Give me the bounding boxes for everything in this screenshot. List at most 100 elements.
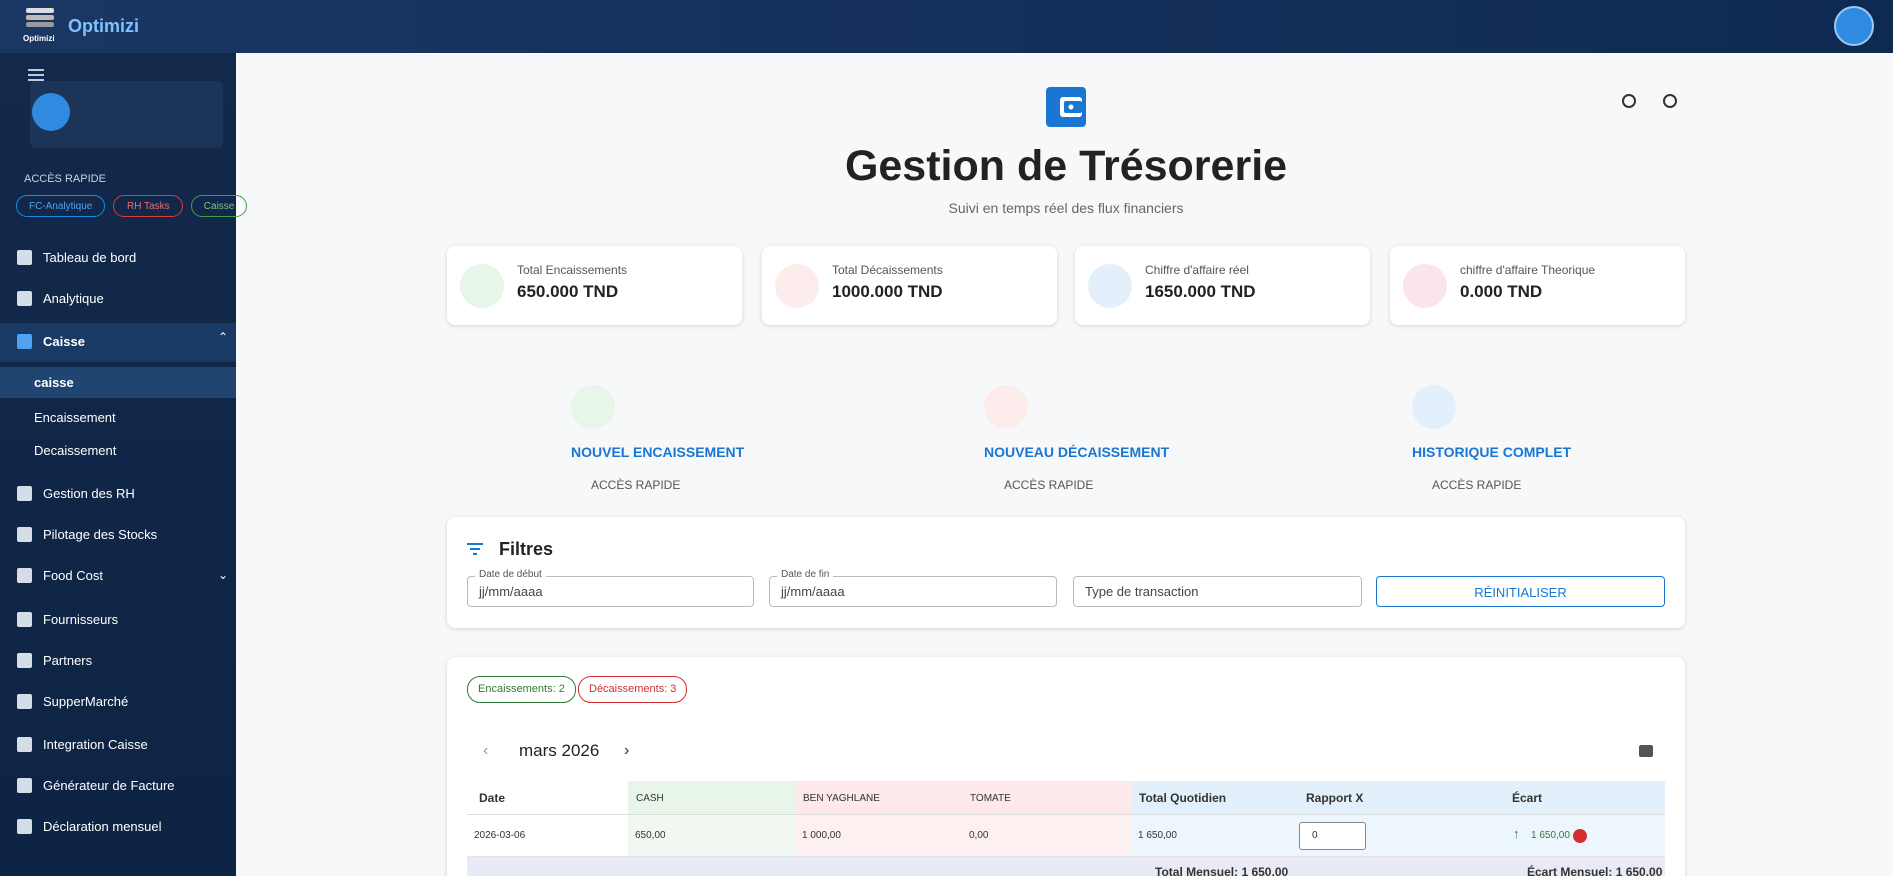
cell-text: 1 650,00 bbox=[1138, 830, 1177, 841]
menu-toggle[interactable] bbox=[28, 68, 46, 82]
quick-chip[interactable]: FC-Analytique bbox=[16, 195, 106, 217]
action-icon bbox=[1412, 385, 1456, 429]
sub-nav-item[interactable]: caisse bbox=[34, 375, 74, 390]
cell bbox=[628, 815, 795, 857]
action-icon bbox=[571, 385, 615, 429]
user-avatar[interactable] bbox=[1834, 6, 1874, 46]
nav-icon bbox=[17, 527, 32, 542]
page-subtitle: Suivi en temps réel des flux financiers bbox=[948, 200, 1184, 216]
quick-chip[interactable]: RH Tasks bbox=[113, 195, 184, 217]
action-label[interactable]: HISTORIQUE COMPLET bbox=[1412, 444, 1572, 460]
cell bbox=[1131, 815, 1298, 857]
header-text: TOMATE bbox=[970, 793, 1011, 804]
nav-icon bbox=[17, 250, 32, 265]
action-label[interactable]: NOUVEAU DÉCAISSEMENT bbox=[984, 444, 1170, 460]
cell-text: 0,00 bbox=[969, 830, 989, 841]
nav-item[interactable]: Déclaration mensuel bbox=[43, 819, 162, 834]
action-label[interactable]: NOUVEL ENCAISSEMENT bbox=[571, 444, 745, 460]
cell-text: 1 650,00 bbox=[1531, 830, 1570, 841]
nav-item[interactable]: SupperMarché bbox=[43, 694, 129, 709]
stat-icon bbox=[775, 264, 819, 308]
total-row bbox=[467, 857, 1665, 876]
nav-item[interactable]: Analytique bbox=[43, 291, 104, 306]
input[interactable] bbox=[769, 576, 1057, 607]
header-cell bbox=[628, 781, 795, 815]
nav-item[interactable]: Integration Caisse bbox=[43, 737, 148, 752]
action-sub: ACCÈS RAPIDE bbox=[591, 478, 681, 492]
up-arrow: ↑ bbox=[1513, 826, 1520, 841]
header-text: Date bbox=[479, 791, 506, 805]
refresh-icons[interactable] bbox=[1620, 91, 1680, 111]
nav-item[interactable]: Générateur de Facture bbox=[43, 778, 175, 793]
stat-label: Total Décaissements bbox=[832, 263, 943, 277]
sub-nav-item[interactable]: Encaissement bbox=[34, 410, 116, 425]
input-value: jj/mm/aaaa bbox=[781, 584, 845, 599]
stat-label: Chiffre d'affaire réel bbox=[1145, 263, 1249, 277]
cell bbox=[795, 815, 962, 857]
nav-icon bbox=[17, 568, 32, 583]
chip: Décaissements: 3 bbox=[578, 676, 688, 703]
stat-icon bbox=[1088, 264, 1132, 308]
header-text: CASH bbox=[636, 793, 664, 804]
page-title: Gestion de Trésorerie bbox=[844, 142, 1288, 190]
cell-text: 2026-03-06 bbox=[474, 830, 526, 841]
nav-item[interactable]: Food Cost bbox=[43, 568, 103, 583]
profile-card bbox=[30, 81, 223, 148]
stat-label: Total Encaissements bbox=[517, 263, 628, 277]
wallet-icon bbox=[1046, 87, 1086, 127]
sub-nav-item[interactable]: Decaissement bbox=[34, 443, 117, 458]
filters-card: Filtres bbox=[447, 517, 1685, 628]
chevron: ⌃ bbox=[218, 330, 229, 344]
nav-icon bbox=[17, 819, 32, 834]
sub-band bbox=[0, 367, 236, 398]
next-month[interactable]: › bbox=[624, 742, 630, 759]
nav-icon bbox=[17, 694, 32, 709]
nav-item[interactable]: Fournisseurs bbox=[43, 612, 119, 627]
input[interactable] bbox=[467, 576, 754, 607]
nav-item[interactable]: Tableau de bord bbox=[43, 250, 137, 265]
cell bbox=[962, 815, 1131, 857]
alert-icon bbox=[1573, 829, 1587, 843]
nav-icon bbox=[17, 291, 32, 306]
logo bbox=[26, 8, 54, 27]
header-text: BEN YAGHLANE bbox=[803, 793, 880, 804]
prev-month[interactable]: ‹ bbox=[483, 742, 489, 759]
stat-label: chiffre d'affaire Theorique bbox=[1460, 263, 1596, 277]
header-cell bbox=[1131, 781, 1298, 815]
nav-item[interactable]: Partners bbox=[43, 653, 93, 668]
input[interactable] bbox=[1299, 822, 1366, 850]
total-text: Écart Mensuel: 1 650,00 bbox=[1527, 865, 1663, 876]
input-label: Date de début bbox=[475, 569, 546, 580]
print-button[interactable] bbox=[1639, 745, 1653, 757]
nav-item[interactable]: Caisse bbox=[43, 334, 85, 349]
header-text: Rapport X bbox=[1306, 791, 1364, 805]
cell bbox=[467, 815, 628, 857]
stat-value: 1000.000 TND bbox=[832, 282, 943, 301]
nav-icon bbox=[17, 737, 32, 752]
header-cell bbox=[1298, 781, 1504, 815]
stat-card: Total Décaissements 1000.000 TND bbox=[762, 246, 1057, 325]
header-cell bbox=[1504, 781, 1665, 815]
quick-chip[interactable]: Caisse bbox=[191, 195, 247, 217]
stat-value: 0.000 TND bbox=[1460, 282, 1543, 301]
sidebar: ACCÈS RAPIDE FC-Analytique RH Tasks Caisse… bbox=[0, 53, 247, 876]
brand[interactable]: Optimizi bbox=[68, 16, 139, 36]
nav-item[interactable]: Pilotage des Stocks bbox=[43, 527, 158, 542]
stat-value: 650.000 TND bbox=[517, 282, 619, 301]
nav-icon bbox=[17, 612, 32, 627]
profile-avatar bbox=[32, 93, 70, 131]
logo-caption: Optimizi bbox=[23, 34, 55, 43]
filter-icon bbox=[467, 543, 483, 555]
action-icon bbox=[984, 385, 1028, 429]
reset-button[interactable]: RÉINITIALISER bbox=[1376, 576, 1665, 607]
input[interactable] bbox=[1073, 576, 1362, 607]
header-text: Écart bbox=[1512, 791, 1543, 805]
header-cell bbox=[467, 781, 628, 815]
top-bar: Optimizi Optimizi bbox=[0, 0, 1893, 53]
nav-item[interactable]: Gestion des RH bbox=[43, 486, 135, 501]
nav-icon bbox=[17, 778, 32, 793]
stat-icon bbox=[460, 264, 504, 308]
input-value: jj/mm/aaaa bbox=[479, 584, 543, 599]
stat-card: Total Encaissements 650.000 TND bbox=[447, 246, 742, 325]
